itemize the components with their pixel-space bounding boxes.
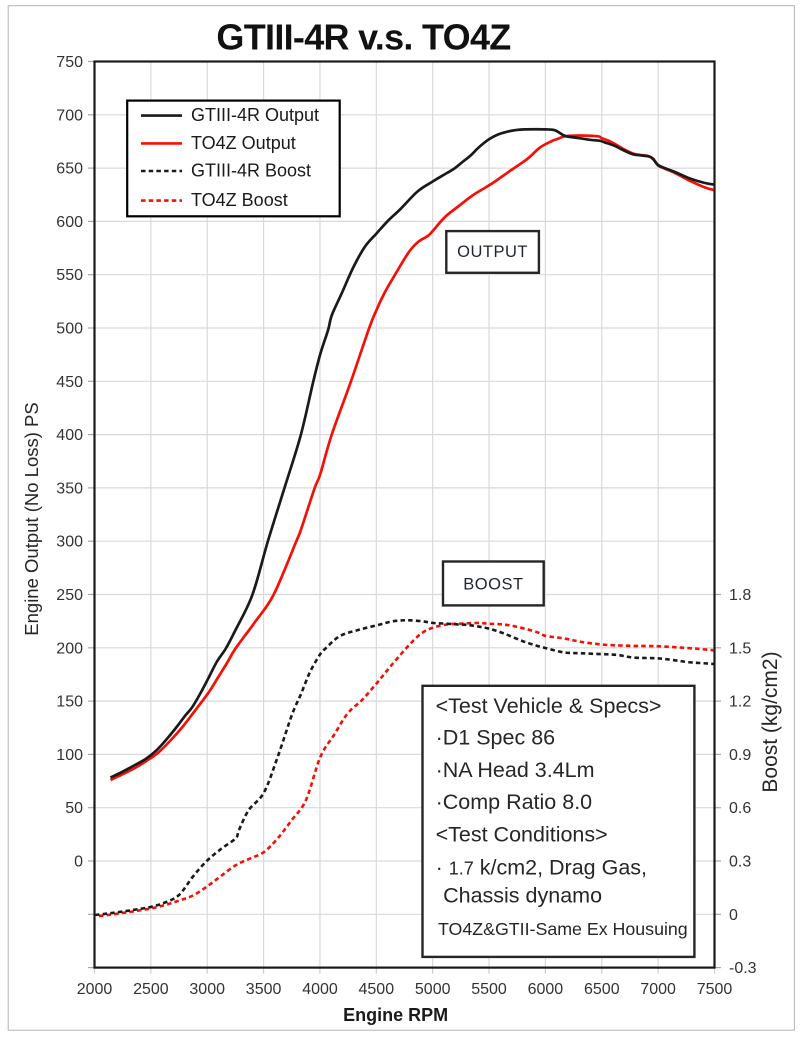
svg-text:0: 0 bbox=[74, 854, 83, 871]
svg-text:7500: 7500 bbox=[697, 981, 733, 998]
svg-text:·Comp Ratio 8.0: ·Comp Ratio 8.0 bbox=[436, 790, 593, 814]
svg-text:·NA Head 3.4Lm: ·NA Head 3.4Lm bbox=[436, 758, 595, 782]
svg-text:Engine RPM: Engine RPM bbox=[343, 1005, 448, 1025]
svg-text:650: 650 bbox=[56, 161, 83, 178]
svg-text:Engine Output (No Loss) PS: Engine Output (No Loss) PS bbox=[21, 402, 42, 635]
svg-text:2500: 2500 bbox=[133, 981, 169, 998]
svg-text:6000: 6000 bbox=[528, 981, 564, 998]
svg-text:4000: 4000 bbox=[302, 981, 338, 998]
svg-text:TO4Z Output: TO4Z Output bbox=[191, 133, 296, 153]
svg-text:600: 600 bbox=[56, 214, 83, 231]
svg-text:100: 100 bbox=[56, 747, 83, 764]
svg-text:400: 400 bbox=[56, 427, 83, 444]
svg-text:0: 0 bbox=[729, 907, 738, 924]
svg-text:5000: 5000 bbox=[415, 981, 451, 998]
svg-text:0.3: 0.3 bbox=[729, 854, 751, 871]
svg-text:<Test Conditions>: <Test Conditions> bbox=[436, 822, 608, 846]
svg-text:200: 200 bbox=[56, 640, 83, 657]
svg-text:3000: 3000 bbox=[189, 981, 225, 998]
svg-text:3500: 3500 bbox=[246, 981, 282, 998]
svg-text:300: 300 bbox=[56, 534, 83, 551]
svg-text:150: 150 bbox=[56, 694, 83, 711]
svg-text:6500: 6500 bbox=[584, 981, 620, 998]
svg-text:700: 700 bbox=[56, 107, 83, 124]
svg-text:4500: 4500 bbox=[359, 981, 395, 998]
svg-text:GTIII-4R Boost: GTIII-4R Boost bbox=[191, 161, 311, 181]
svg-text:Boost (kg/cm2): Boost (kg/cm2) bbox=[759, 651, 782, 792]
svg-text:0.6: 0.6 bbox=[729, 800, 751, 817]
svg-text:550: 550 bbox=[56, 267, 83, 284]
svg-text:50: 50 bbox=[65, 800, 83, 817]
svg-text:250: 250 bbox=[56, 587, 83, 604]
svg-text:2000: 2000 bbox=[77, 981, 113, 998]
svg-text:· 1.7 k/cm2, Drag Gas,: · 1.7 k/cm2, Drag Gas, bbox=[436, 855, 647, 879]
svg-text:450: 450 bbox=[56, 374, 83, 391]
svg-text:·D1 Spec 86: ·D1 Spec 86 bbox=[436, 725, 556, 749]
svg-text:7000: 7000 bbox=[640, 981, 676, 998]
svg-text:Chassis dynamo: Chassis dynamo bbox=[443, 884, 602, 908]
svg-text:TO4Z&GTII-Same Ex Housuing: TO4Z&GTII-Same Ex Housuing bbox=[438, 919, 688, 939]
svg-text:500: 500 bbox=[56, 321, 83, 338]
svg-text:OUTPUT: OUTPUT bbox=[457, 243, 528, 261]
svg-text:GTIII-4R v.s. TO4Z: GTIII-4R v.s. TO4Z bbox=[216, 17, 510, 58]
svg-text:<Test Vehicle & Specs>: <Test Vehicle & Specs> bbox=[436, 694, 662, 718]
svg-text:1.5: 1.5 bbox=[729, 640, 751, 657]
svg-text:1.2: 1.2 bbox=[729, 694, 751, 711]
svg-text:-0.3: -0.3 bbox=[729, 960, 757, 977]
svg-text:0.9: 0.9 bbox=[729, 747, 751, 764]
svg-text:750: 750 bbox=[56, 54, 83, 71]
svg-text:350: 350 bbox=[56, 480, 83, 497]
svg-text:1.8: 1.8 bbox=[729, 587, 751, 604]
svg-text:5500: 5500 bbox=[471, 981, 507, 998]
svg-text:GTIII-4R Output: GTIII-4R Output bbox=[191, 105, 319, 125]
svg-text:TO4Z Boost: TO4Z Boost bbox=[191, 190, 288, 210]
svg-text:BOOST: BOOST bbox=[463, 575, 523, 593]
